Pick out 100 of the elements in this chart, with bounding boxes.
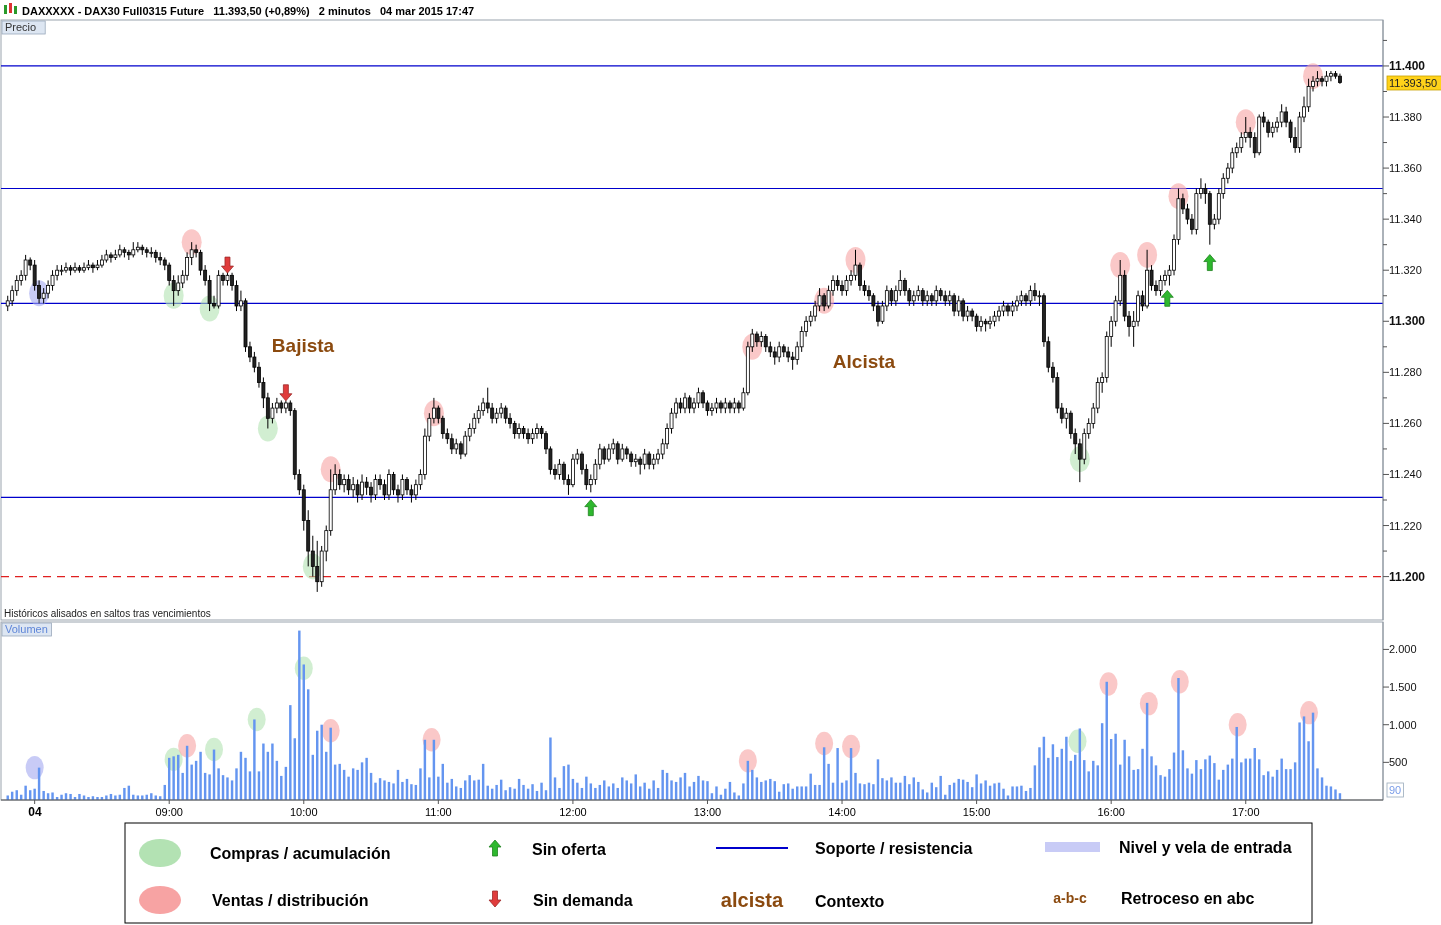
legend-label: Ventas / distribución <box>212 891 369 909</box>
bar <box>365 757 368 800</box>
bar <box>1334 789 1337 800</box>
x-tick-label: 15:00 <box>962 806 991 818</box>
point <box>1137 241 1158 268</box>
bar <box>966 781 969 800</box>
candlestick <box>615 440 620 465</box>
bar <box>908 784 911 800</box>
text: a-b-c <box>1053 890 1087 906</box>
x-tick-label: 14:00 <box>828 806 856 818</box>
bar <box>78 793 81 800</box>
y-tick-label: 11.220 <box>1389 519 1422 532</box>
bar <box>1132 769 1135 800</box>
annotation: Volumen <box>5 623 48 635</box>
bar <box>338 763 341 800</box>
bar <box>60 794 63 800</box>
bar <box>410 784 413 800</box>
y-tick-label: 1.000 <box>1389 718 1417 731</box>
candlestick <box>844 274 849 297</box>
x-tick-label: 16:00 <box>1097 806 1125 818</box>
y-tick-label: 11.380 <box>1389 111 1422 124</box>
bar <box>1141 748 1144 800</box>
annotation: Bajista <box>271 334 335 356</box>
point <box>178 734 197 758</box>
bar <box>181 772 184 800</box>
bar <box>809 773 812 800</box>
bar <box>1038 747 1041 800</box>
candlestick <box>400 473 405 501</box>
bar <box>374 782 377 800</box>
y-tick-label: 11.240 <box>1389 468 1422 481</box>
bar <box>226 777 229 800</box>
candlestick <box>463 430 468 458</box>
bar <box>141 795 144 800</box>
bar <box>329 727 332 800</box>
bar <box>1280 758 1283 800</box>
bar <box>208 774 211 800</box>
bar <box>190 764 193 800</box>
bar <box>1056 757 1059 800</box>
bar <box>567 764 570 800</box>
bar <box>504 790 507 800</box>
bar <box>1262 775 1265 800</box>
bar <box>1231 758 1234 800</box>
bar <box>1096 765 1099 800</box>
candlestick <box>1279 103 1284 128</box>
bar <box>549 737 552 800</box>
bar <box>69 793 72 800</box>
bar <box>1177 678 1180 800</box>
bar <box>1011 786 1014 800</box>
bar <box>531 784 534 800</box>
bar <box>33 788 36 800</box>
text: 11.393,50 <box>1389 77 1438 89</box>
candlestick <box>961 297 966 322</box>
y-tick-label: 11.360 <box>1389 162 1422 175</box>
point <box>25 755 44 780</box>
bar <box>957 778 960 800</box>
bar <box>495 784 498 800</box>
bar <box>845 780 848 800</box>
x-tick-label: 11:00 <box>424 806 452 818</box>
x-tick-label: 17:00 <box>1231 806 1260 818</box>
bar <box>661 769 664 800</box>
bar <box>863 784 866 800</box>
bar <box>1087 771 1090 800</box>
bar <box>262 743 265 800</box>
x-tick-label: 12:00 <box>559 806 587 818</box>
bar <box>1204 759 1207 800</box>
y-tick-label: 1.500 <box>1389 681 1417 694</box>
bar <box>724 788 727 800</box>
bar <box>522 784 525 800</box>
bar <box>1307 741 1310 800</box>
y-tick-label: 2.000 <box>1389 643 1417 656</box>
bar <box>697 775 700 800</box>
bar <box>1195 760 1198 800</box>
bar <box>1150 756 1153 800</box>
bar <box>1325 785 1328 800</box>
bar <box>751 769 754 800</box>
point <box>1139 691 1158 716</box>
bar <box>132 794 135 800</box>
candlestick <box>1028 285 1033 307</box>
candlestick <box>346 473 351 496</box>
point <box>842 734 861 759</box>
bar <box>1186 768 1189 800</box>
bar <box>289 705 292 800</box>
point <box>738 749 757 773</box>
point <box>279 384 293 402</box>
candlestick <box>1064 407 1069 430</box>
candlestick <box>315 540 320 593</box>
bar <box>1168 769 1171 800</box>
bar <box>621 777 624 800</box>
y-tick-label: 500 <box>1389 756 1408 769</box>
bar <box>558 787 561 800</box>
bar <box>280 775 283 800</box>
chart-title: DAXXXXX - DAX30 Full0315 Future 11.393,50 (+0,89%) 2 minutos 04 mar 2015 17:47 <box>22 5 475 17</box>
bar <box>836 748 839 800</box>
candlestick <box>952 292 957 317</box>
bar <box>975 774 978 800</box>
bar <box>643 782 646 800</box>
bar <box>1159 775 1162 800</box>
candlestick <box>696 387 701 409</box>
bar <box>1002 788 1005 800</box>
bar <box>917 781 920 800</box>
